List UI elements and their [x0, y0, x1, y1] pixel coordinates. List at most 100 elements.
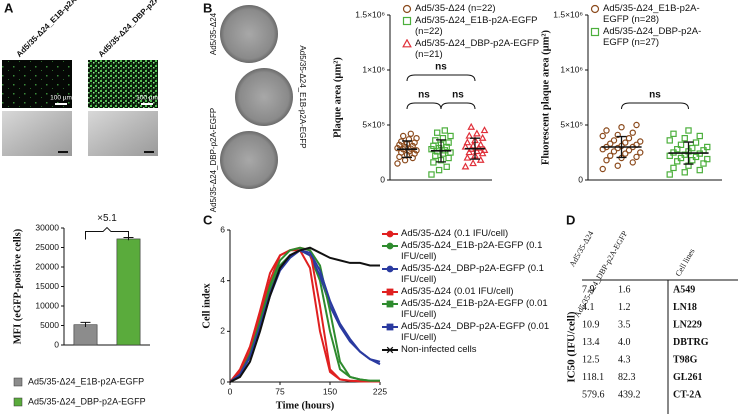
marker: [618, 123, 625, 131]
legend-label: Ad5/35-Δ24_E1B-p2A-EGFP: [28, 376, 144, 386]
scale-bar: [141, 103, 153, 105]
marker: [603, 156, 610, 164]
legend-label: Ad5/35-Δ24_E1B-p2A-EGFP (0.1 IFU/cell): [401, 240, 543, 262]
marker: [386, 230, 394, 238]
marker: [465, 148, 474, 156]
error-bar: [616, 135, 627, 159]
bracket: [85, 226, 129, 240]
marker: [670, 164, 677, 172]
cell-line: CT-2A: [673, 389, 702, 400]
marker: [622, 139, 629, 146]
y-tick-label: 1×10⁶: [560, 64, 583, 74]
marker: [681, 135, 688, 142]
legend-label: Ad5/35-Δ24 (0.1 IFU/cell): [401, 228, 509, 239]
marker: [670, 130, 677, 137]
legend-marker: [382, 230, 398, 238]
marker: [704, 155, 711, 163]
legend-entry: Non-infected cells: [382, 344, 562, 355]
marker: [445, 154, 452, 162]
marker: [476, 140, 485, 148]
x-tick-label: 225: [373, 386, 387, 396]
marker: [637, 138, 644, 145]
marker: [430, 159, 437, 166]
y-tick-label: 5×10⁵: [362, 119, 385, 129]
bar: [73, 324, 98, 346]
legend-entry: Ad5/35-Δ24_E1B-p2A-EGFP (n=22): [402, 15, 542, 37]
marker: [666, 137, 673, 144]
x-axis-label: Time (hours): [276, 400, 335, 411]
marker: [692, 139, 700, 146]
scale-bar: [144, 151, 154, 153]
marker: [700, 160, 707, 167]
plaque-image: [220, 5, 278, 63]
fluorescence-image: [2, 60, 72, 108]
annotation: ns: [452, 90, 464, 101]
marker: [399, 132, 407, 140]
panel-label: D: [566, 212, 575, 227]
column-header: Cell lines: [674, 247, 697, 278]
marker: [386, 265, 394, 273]
plaque-image: [220, 131, 278, 189]
legend-entry: Ad5/35-Δ24_DBP-p2A-EGFP (0.01 IFU/cell): [382, 321, 562, 343]
y-axis-label: Cell index: [201, 283, 212, 329]
marker: [689, 144, 696, 152]
y-tick-label: 15000: [35, 281, 59, 291]
marker: [629, 129, 636, 136]
cell: 118.1: [582, 372, 604, 383]
bracket: [440, 102, 476, 110]
x-tick-label: 75: [275, 386, 285, 396]
y-tick-label: 0: [578, 174, 583, 184]
y-tick-label: 30000: [35, 222, 59, 232]
marker: [386, 242, 394, 250]
legend-label: Ad5/35-Δ24_DBP-p2A-EGFP: [28, 396, 146, 406]
legend-label: Ad5/35-Δ24_E1B-p2A-EGFP (n=28): [603, 3, 700, 25]
legend-swatch: [13, 397, 23, 407]
cell: 13.4: [582, 337, 600, 348]
marker: [610, 148, 618, 155]
marker: [445, 139, 452, 146]
marker: [689, 157, 696, 164]
cell-line: T98G: [673, 354, 698, 365]
image-header: Ad5/35-Δ24_E1B-p2A-EGFP: [15, 0, 97, 59]
panel-label: B: [203, 0, 212, 15]
error-bar: [683, 141, 694, 165]
marker: [625, 134, 633, 142]
bracket: [621, 102, 689, 110]
line: [229, 249, 381, 383]
legend-marker: [382, 346, 398, 354]
bar: [116, 238, 141, 346]
marker: [637, 149, 644, 156]
legend-entry: Ad5/35-Δ24 (0.01 IFU/cell): [382, 286, 562, 297]
marker: [411, 150, 418, 157]
cell: 82.3: [618, 372, 636, 383]
legend-marker: [382, 288, 398, 296]
legend-entry: Ad5/35-Δ24 (0.1 IFU/cell): [382, 228, 562, 239]
cell: 439.2: [618, 389, 641, 400]
marker: [463, 138, 472, 146]
cell-line: LN229: [673, 319, 702, 330]
table-ylabel: IC50 (IFU/cell): [566, 311, 578, 383]
legend: Ad5/35-Δ24 (n=22) Ad5/35-Δ24_E1B-p2A-EGFP…: [402, 3, 542, 61]
legend-label: Ad5/35-Δ24_E1B-p2A-EGFP (n=22): [415, 15, 538, 37]
marker: [443, 163, 450, 170]
cell-line: GL261: [673, 372, 702, 383]
y-tick-label: 5×10⁵: [560, 119, 583, 129]
marker: [428, 171, 435, 178]
marker: [681, 151, 688, 158]
marker: [480, 126, 489, 134]
panel-label: C: [203, 212, 213, 227]
series: [428, 127, 454, 178]
legend-label: Ad5/35-Δ24_DBP-p2A-EGFP (n=27): [603, 26, 702, 48]
image-label: Ad5/35-Δ24_E1B-p2A-EGFP: [298, 45, 307, 148]
cell: 1.6: [618, 284, 631, 295]
marker: [386, 323, 394, 331]
legend-marker: [382, 242, 398, 250]
cell: 3.5: [618, 319, 631, 330]
marker: [467, 122, 476, 130]
column-header: Ad5/35-Δ24: [568, 229, 596, 268]
cell-line: A549: [673, 284, 695, 295]
cell: 579.6: [582, 389, 605, 400]
marker: [447, 132, 454, 140]
marker: [430, 142, 437, 150]
